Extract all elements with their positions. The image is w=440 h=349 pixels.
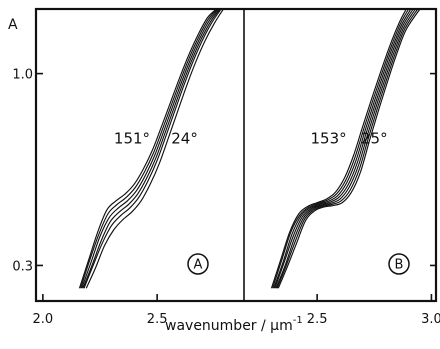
- y-tick-label-0: 1.0: [12, 68, 33, 83]
- panel-a-x-tick-label-1: 2.5: [147, 312, 168, 327]
- panel-b-curve-3: [274, 8, 414, 289]
- panel-b-curve-1: [272, 8, 410, 289]
- panel-b-x-tick-label-1: 3.0: [421, 312, 440, 327]
- panel-b-curve-4: [275, 8, 416, 289]
- panel-b-curve-6: [277, 8, 421, 289]
- x-axis-label-superscript: -1: [293, 315, 303, 326]
- panel-a-curve-4: [83, 8, 222, 289]
- panel-a-x-tick-label-0: 2.0: [33, 312, 54, 327]
- panel-b-label: B: [395, 258, 404, 273]
- panel-a-curve-2: [81, 8, 220, 289]
- panel-b-curve-5: [276, 8, 419, 289]
- panel-a-curve-0: [78, 8, 217, 289]
- panel-b-annotation-0: 153°: [311, 129, 347, 147]
- panel-a-annotation-1: 24°: [171, 129, 198, 147]
- panel-b: 2.5 3.0 153° 25° B: [270, 8, 440, 327]
- panel-b-curve-2: [273, 8, 412, 289]
- panel-a: 2.0 2.5 151° 24° A: [33, 8, 224, 327]
- panel-a-annotation-0: 151°: [114, 129, 150, 147]
- x-axis-label: wavenumber / µm-1: [165, 315, 303, 334]
- panel-b-label-circle: [388, 253, 410, 275]
- y-tick-label-1: 0.3: [12, 259, 33, 274]
- plot-frame: [34, 7, 438, 303]
- y-axis-label: A: [8, 17, 18, 33]
- panel-b-x-tick-label-0: 2.5: [307, 312, 328, 327]
- x-axis-label-text: wavenumber / µm: [165, 318, 293, 334]
- y-axis-ticks: 1.0 0.3: [12, 68, 436, 274]
- panel-a-label: A: [194, 258, 203, 273]
- panel-a-label-circle: [187, 253, 209, 275]
- panel-a-curve-3: [82, 8, 221, 289]
- panel-a-curve-1: [80, 8, 219, 289]
- panel-b-annotation-1: 25°: [361, 129, 388, 147]
- panel-a-curve-5: [85, 8, 224, 289]
- panel-b-curve-0: [270, 8, 407, 289]
